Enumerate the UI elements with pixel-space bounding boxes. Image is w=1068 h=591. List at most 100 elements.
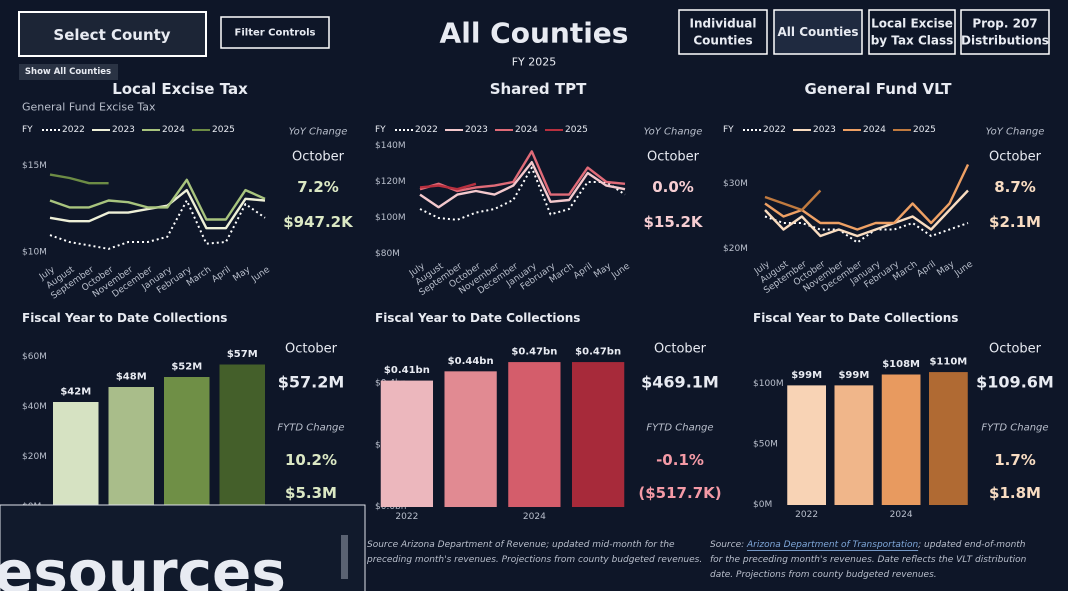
bar — [380, 380, 434, 507]
bar — [787, 385, 826, 505]
show-all-button[interactable] — [19, 64, 118, 80]
bar — [508, 362, 561, 507]
bar — [444, 371, 497, 507]
kpi-period: October — [292, 150, 345, 165]
legend-label: 2025 — [913, 125, 936, 135]
bar-value-label: $99M — [838, 370, 869, 381]
kpi-value: $109.6M — [976, 373, 1054, 392]
kpi-heading: YoY Change — [289, 127, 348, 138]
chart-title: Local Excise Tax — [112, 80, 248, 98]
kpi-heading: YoY Change — [986, 127, 1045, 138]
kpi-heading: FYTD Change — [646, 423, 713, 434]
kpi-heading: YoY Change — [644, 127, 703, 138]
series-line — [764, 189, 822, 212]
bar-value-label: $110M — [929, 357, 967, 368]
y-tick-label: $140M — [375, 141, 406, 151]
series-line — [49, 173, 109, 185]
nav-button[interactable] — [773, 9, 863, 55]
legend-label: 2023 — [112, 125, 135, 135]
source-rest: ; updated end-of-month — [918, 540, 1026, 550]
page-title: All Counties — [440, 17, 629, 50]
nav-button[interactable] — [678, 9, 768, 55]
kpi-heading: FYTD Change — [981, 423, 1048, 434]
kpi-period: October — [647, 150, 700, 165]
bar — [834, 385, 874, 505]
kpi-change: 7.2% — [297, 178, 339, 196]
bar-value-label: $42M — [60, 387, 91, 398]
bar — [163, 377, 210, 507]
kpi-heading: FYTD Change — [277, 423, 344, 434]
scrollbar — [341, 535, 348, 579]
x-tick-label: 2024 — [890, 510, 913, 520]
nav-label[interactable]: Local Excise — [871, 17, 953, 31]
series-line — [419, 166, 626, 221]
legend-label: 2024 — [162, 125, 185, 135]
series-line — [419, 161, 626, 209]
select-county-label[interactable]: Select County — [53, 26, 170, 44]
kpi-amount: $15.2K — [643, 213, 703, 231]
source-text: date. Projections from county budgeted r… — [710, 570, 937, 580]
chart-title: Fiscal Year to Date Collections — [375, 311, 580, 325]
filter-controls-button[interactable] — [220, 16, 330, 49]
series-line — [764, 163, 970, 231]
legend-title: FY — [375, 125, 386, 135]
nav-label[interactable]: Counties — [693, 34, 752, 48]
y-tick-label: $30M — [723, 179, 748, 189]
y-tick-label: $20M — [723, 244, 748, 254]
nav-label[interactable]: All Counties — [778, 25, 859, 39]
show-all-label[interactable]: Show All Counties — [25, 67, 111, 77]
chart-subtitle: General Fund Excise Tax — [22, 101, 156, 114]
legend-label: 2022 — [415, 125, 438, 135]
source-text: Source Arizona Department of Revenue; up… — [367, 540, 675, 550]
chart-title: Fiscal Year to Date Collections — [22, 311, 227, 325]
page-subtitle: FY 2025 — [512, 56, 557, 69]
kpi-change: 8.7% — [994, 178, 1036, 196]
series-line — [764, 189, 969, 238]
legend-label: 2023 — [813, 125, 836, 135]
bar — [881, 374, 921, 505]
filter-controls-label[interactable]: Filter Controls — [235, 28, 316, 39]
series-line — [419, 182, 477, 191]
bar-value-label: $0.41bn — [384, 365, 430, 376]
x-tick-label: 2022 — [795, 510, 818, 520]
bar-value-label: $0.44bn — [448, 356, 494, 367]
source-text: Source: Arizona Department of Transporta… — [710, 540, 1026, 550]
y-tick-label: $60M — [22, 352, 47, 362]
sources: Source Arizona Department of Revenue; up… — [366, 540, 1027, 580]
series-line — [49, 199, 266, 250]
select-county-button[interactable] — [18, 11, 207, 57]
y-tick-label: $0M — [753, 500, 772, 510]
nav-label[interactable]: Distributions — [961, 34, 1049, 48]
bar-value-label: $0.47bn — [575, 347, 621, 358]
nav-label[interactable]: Individual — [690, 17, 757, 31]
nav-label[interactable]: Prop. 207 — [972, 17, 1037, 31]
chart-title: Fiscal Year to Date Collections — [753, 311, 958, 325]
kpi-change: 1.7% — [994, 451, 1036, 469]
legend-label: 2025 — [212, 125, 235, 135]
y-tick-label: $50M — [753, 440, 778, 450]
bar — [571, 362, 625, 507]
series-line — [764, 215, 969, 244]
bar — [219, 364, 266, 507]
kpi-change: 0.0% — [652, 178, 694, 196]
bar-value-label: $48M — [116, 372, 147, 383]
legend-label: 2025 — [565, 125, 588, 135]
y-tick-label: $10M — [22, 247, 47, 257]
legend-label: 2022 — [62, 125, 85, 135]
bar-value-label: $0.47bn — [511, 347, 557, 358]
x-tick-label: 2022 — [395, 512, 418, 522]
kpi-period: October — [989, 342, 1042, 357]
y-tick-label: $20M — [22, 452, 47, 462]
overlay-panel — [0, 504, 366, 591]
bar-value-label: $52M — [171, 362, 202, 373]
legend-label: 2024 — [515, 125, 538, 135]
nav-button[interactable] — [868, 9, 956, 55]
kpi-change: 10.2% — [285, 451, 337, 469]
bar-value-label: $57M — [227, 349, 258, 360]
kpi-value: $469.1M — [641, 373, 719, 392]
nav-label[interactable]: by Tax Class — [871, 34, 954, 48]
nav-button[interactable] — [960, 9, 1050, 55]
source-link[interactable]: Arizona Department of Transportation — [746, 540, 918, 550]
header: Select County Filter Controls Show All C… — [18, 11, 629, 80]
